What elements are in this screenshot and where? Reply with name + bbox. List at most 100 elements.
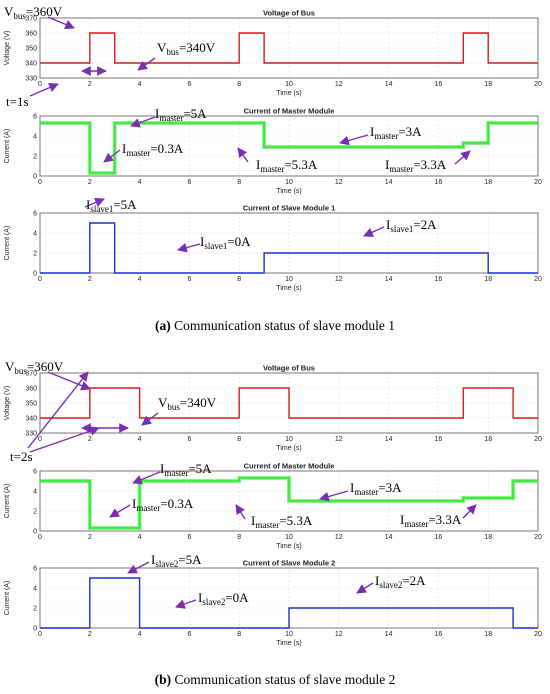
annotation-a-5: Imaster=0.3A: [103, 141, 184, 163]
annotation-value: =360V: [27, 359, 64, 374]
annotation-label: Imaster=5.3A: [256, 157, 318, 174]
x-tick-label: 10: [285, 81, 293, 88]
chart-title: Voltage of Bus: [263, 364, 315, 373]
series-line: [40, 222, 538, 274]
y-tick-label: 0: [33, 529, 37, 536]
y-tick-label: 6: [33, 566, 37, 573]
annotation-label: Imaster=3A: [350, 480, 402, 497]
x-axis-label: Time (s): [276, 188, 301, 195]
y-tick-label: 4: [33, 231, 37, 238]
y-tick-label: 4: [33, 134, 37, 141]
annotation-b-5: Imaster=0.3A: [109, 496, 194, 518]
x-tick-label: 0: [38, 631, 42, 638]
caption-a-text: Communication status of slave module 1: [170, 318, 395, 333]
x-tick-label: 6: [187, 631, 191, 638]
annotation-value: =0.3A: [160, 496, 194, 511]
x-tick-label: 6: [187, 276, 191, 283]
annotation-value: =0.3A: [150, 141, 184, 156]
x-tick-label: 0: [38, 179, 42, 186]
annotation-arrow: [84, 197, 105, 208]
x-tick-label: 20: [534, 534, 542, 541]
annotation-subscript: slave1: [390, 224, 413, 234]
chart-panel-5: Current of Master Module Current (A) Time …: [4, 462, 542, 551]
x-tick-label: 8: [237, 81, 241, 88]
series-line: [40, 32, 538, 64]
annotation-arrow: [47, 16, 75, 30]
x-tick-label: 16: [435, 631, 443, 638]
annotation-label: t=2s: [10, 449, 33, 464]
annotation-label: Vbus=360V: [4, 4, 63, 21]
annotation-label: Imaster=3.3A: [385, 157, 447, 174]
x-tick-label: 18: [484, 276, 492, 283]
annotation-main: I: [385, 157, 389, 172]
annotation-b-9: Islave2=5A: [127, 552, 202, 574]
y-tick-label: 350: [25, 46, 37, 53]
x-tick-label: 18: [484, 631, 492, 638]
series-line: [40, 477, 538, 529]
annotation-b-1: Vbus=360V: [5, 359, 91, 391]
annotation-arrow: [132, 471, 161, 485]
x-tick-label: 4: [138, 631, 142, 638]
chart-panel-4: Voltage of Bus Voltage (V) Time (s) 0 2 4 6 8 10…: [4, 364, 542, 453]
caption-b: (b) Communication status of slave module…: [0, 672, 550, 688]
series-line: [40, 577, 538, 629]
x-tick-label: 10: [285, 436, 293, 443]
x-tick-label: 0: [38, 534, 42, 541]
y-tick-label: 370: [25, 16, 37, 23]
annotation-label: Imaster=0.3A: [122, 141, 184, 158]
annotation-a-3: t=1s: [6, 66, 107, 109]
caption-a: (a) Communication status of slave module…: [0, 318, 550, 334]
annotation-arrow: [175, 599, 197, 609]
annotation-subscript: master: [159, 113, 183, 123]
annotation-arrow: [109, 504, 131, 518]
annotation-value: =2A: [413, 217, 437, 232]
x-tick-label: 16: [435, 276, 443, 283]
annotation-a-2: Vbus=340V: [137, 40, 216, 71]
annotation-arrow: [319, 490, 349, 502]
x-tick-label: 20: [534, 631, 542, 638]
annotation-value: =5A: [183, 106, 207, 121]
x-tick-label: 18: [484, 534, 492, 541]
x-tick-label: 4: [138, 436, 142, 443]
x-tick-label: 20: [534, 436, 542, 443]
annotation-b-4: Imaster=5A: [132, 461, 212, 485]
y-tick-label: 370: [25, 371, 37, 378]
annotation-a-10: Islave1=0A: [177, 234, 251, 253]
y-axis-label: Current (A): [4, 226, 11, 261]
x-axis-label: Time (s): [276, 445, 301, 452]
x-tick-label: 8: [237, 276, 241, 283]
y-tick-label: 360: [25, 386, 37, 393]
x-axis-label: Time (s): [276, 640, 301, 647]
annotation-main: V: [5, 359, 15, 374]
annotation-arrow: [235, 504, 246, 520]
annotation-subscript: master: [374, 131, 398, 141]
x-axis-label: Time (s): [276, 543, 301, 550]
x-tick-label: 2: [88, 534, 92, 541]
annotation-subscript: master: [126, 148, 150, 158]
x-tick-label: 20: [534, 276, 542, 283]
annotation-arrow: [103, 149, 121, 163]
x-tick-label: 0: [38, 81, 42, 88]
x-tick-label: 14: [385, 276, 393, 283]
annotation-main: I: [160, 461, 164, 476]
annotation-arrow: [237, 147, 249, 163]
annotation-label: Vbus=340V: [158, 395, 217, 412]
x-tick-label: 0: [38, 276, 42, 283]
chart-panel-2: Current of Master Module Current (A) Time …: [4, 107, 542, 196]
x-tick-label: 2: [88, 436, 92, 443]
plot-frame: [39, 17, 539, 79]
x-tick-label: 8: [237, 534, 241, 541]
annotation-a-4: Imaster=5A: [130, 106, 207, 128]
x-tick-label: 8: [237, 631, 241, 638]
x-tick-label: 16: [435, 81, 443, 88]
annotation-label: Imaster=3A: [370, 124, 422, 141]
x-tick-label: 12: [335, 81, 343, 88]
annotation-subscript: master: [404, 519, 428, 529]
y-tick-label: 330: [25, 76, 37, 83]
x-axis-label: Time (s): [276, 285, 301, 292]
y-tick-label: 0: [33, 271, 37, 278]
y-tick-label: 2: [33, 509, 37, 516]
plot-frame: [39, 470, 539, 532]
annotation-value: =0A: [225, 590, 249, 605]
